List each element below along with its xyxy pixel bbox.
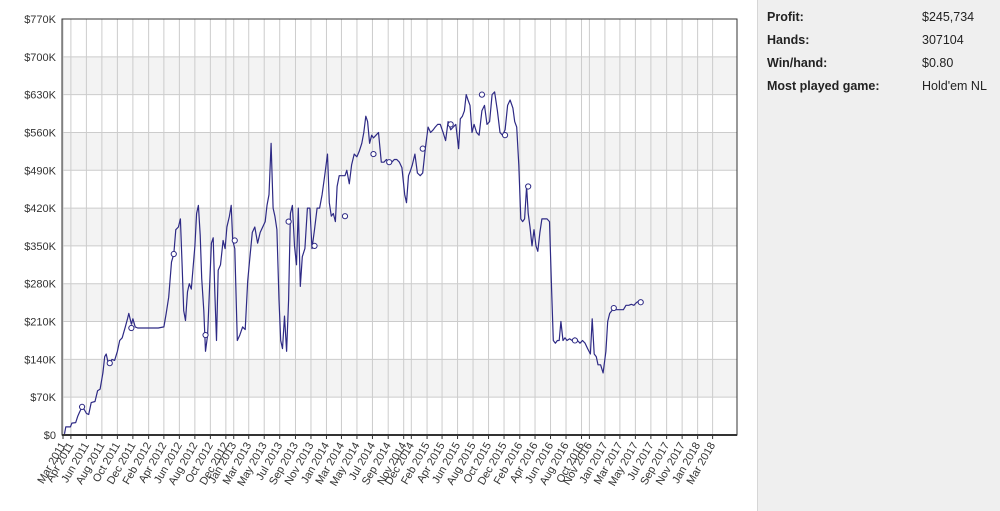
- data-marker: [128, 324, 135, 332]
- plot-band: [62, 283, 737, 322]
- stat-row-most-played-game: Most played game: Hold'em NL: [767, 79, 1000, 99]
- data-marker: [341, 213, 349, 220]
- most-played-game-label: Most played game:: [767, 79, 880, 93]
- most-played-game-value: Hold'em NL: [922, 79, 987, 93]
- data-marker: [447, 121, 454, 128]
- y-tick-label: $700K: [24, 52, 56, 64]
- win-per-hand-value: $0.80: [922, 56, 954, 70]
- data-marker: [311, 242, 318, 250]
- stat-row-hands: Hands: 307104: [767, 33, 1000, 53]
- data-marker: [610, 304, 617, 312]
- hands-value: 307104: [922, 33, 964, 47]
- data-marker: [501, 132, 509, 139]
- data-marker: [285, 218, 292, 225]
- data-marker: [231, 237, 238, 244]
- y-tick-label: $420K: [24, 203, 56, 215]
- plot-band: [62, 56, 737, 95]
- plot-band: [62, 132, 737, 171]
- y-tick-label: $560K: [24, 127, 56, 139]
- profit-chart: $0 $70K $140K $210K $280K $350K $420K $490K $560…: [24, 14, 738, 488]
- y-tick-label: $210K: [24, 317, 56, 329]
- data-marker: [78, 403, 86, 411]
- data-marker: [202, 331, 209, 339]
- plot-band: [62, 359, 737, 398]
- stat-row-profit: Profit: $245,734: [767, 10, 1000, 30]
- data-marker: [525, 183, 532, 190]
- hands-label: Hands:: [767, 33, 810, 47]
- profit-value: $245,734: [922, 10, 975, 24]
- data-marker: [386, 159, 393, 166]
- data-marker: [637, 299, 644, 306]
- y-tick-label: $490K: [24, 165, 56, 177]
- data-marker: [419, 145, 426, 152]
- chart-area: $0 $70K $140K $210K $280K $350K $420K $490K $560…: [24, 14, 738, 489]
- profit-label: Profit:: [767, 10, 804, 24]
- stat-row-win-per-hand: Win/hand: $0.80: [767, 56, 1000, 76]
- profit-line: [63, 91, 642, 435]
- stats-panel: Profit: $245,734 Hands: 307104 Win/hand:…: [757, 0, 1000, 511]
- y-tick-label: $350K: [24, 241, 56, 253]
- win-per-hand-label: Win/hand:: [767, 56, 828, 70]
- data-marker: [170, 250, 177, 258]
- data-marker: [370, 150, 377, 158]
- data-marker: [106, 360, 113, 367]
- y-tick-label: $630K: [24, 90, 56, 102]
- y-tick-label: $280K: [24, 279, 56, 291]
- y-tick-label: $140K: [24, 354, 56, 366]
- y-tick-label: $70K: [30, 392, 56, 404]
- y-tick-label: $770K: [24, 14, 56, 26]
- y-tick-label: $0: [44, 430, 56, 442]
- data-marker: [571, 337, 579, 344]
- data-marker: [478, 91, 486, 98]
